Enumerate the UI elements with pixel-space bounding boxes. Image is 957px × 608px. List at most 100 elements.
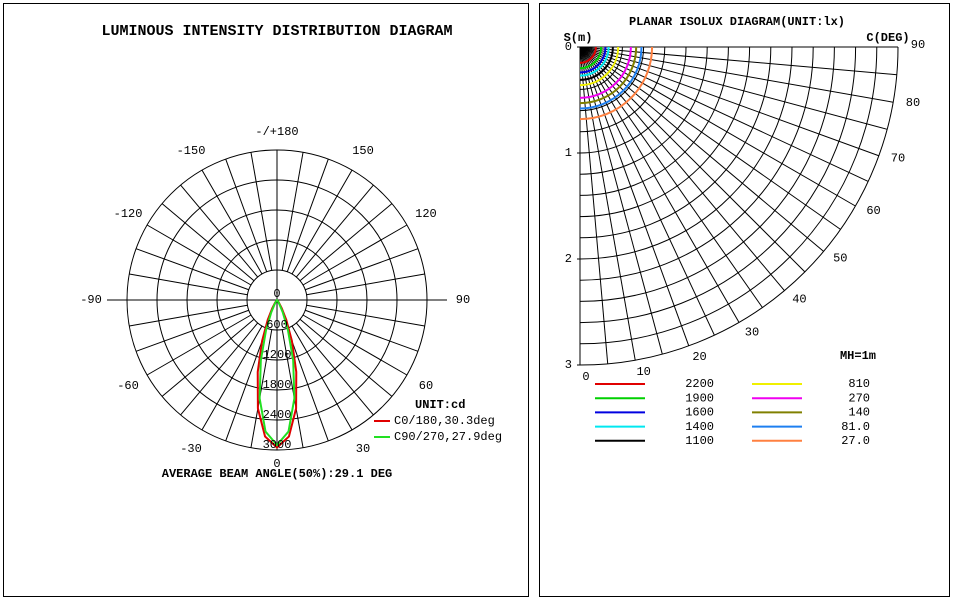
minor-spoke — [281, 152, 304, 271]
minor-spoke — [180, 184, 259, 278]
minor-spoke — [250, 329, 273, 448]
minor-spoke — [295, 322, 374, 416]
minor-spoke — [135, 309, 249, 352]
minor-spoke — [579, 46, 869, 182]
angle-tick-label: -150 — [177, 144, 206, 158]
grid-spoke — [579, 46, 856, 207]
legend-label: 2200 — [685, 377, 714, 391]
radial-tick-label: 3000 — [263, 438, 292, 452]
angle-tick-label: 10 — [636, 365, 650, 379]
isolux-contour — [579, 46, 620, 87]
left-panel — [3, 3, 529, 597]
minor-spoke — [579, 46, 715, 336]
minor-spoke — [579, 46, 888, 130]
legend-label: 81.0 — [841, 420, 870, 434]
isolux-contour — [579, 46, 607, 74]
minor-spoke — [250, 152, 273, 271]
angle-tick-label: 150 — [352, 144, 374, 158]
angle-tick-label: 0 — [273, 457, 280, 471]
minor-spoke — [201, 325, 263, 431]
y-axis-label: S(m) — [564, 31, 593, 45]
angle-axis-label: C(DEG) — [866, 31, 909, 45]
minor-spoke — [305, 248, 419, 291]
angle-tick-label: 40 — [792, 292, 806, 306]
angle-tick-label: -/+180 — [255, 125, 298, 139]
minor-spoke — [579, 46, 663, 355]
minor-spoke — [579, 46, 841, 230]
legend-label: 140 — [848, 406, 870, 420]
radial-tick-label: 1200 — [263, 348, 292, 362]
chart-title: LUMINOUS INTENSITY DISTRIBUTION DIAGRAM — [101, 23, 452, 40]
minor-spoke — [146, 224, 252, 286]
angle-tick-label: 70 — [891, 152, 905, 166]
grid-spoke — [579, 46, 824, 252]
grid-spoke — [579, 46, 636, 361]
legend-label: 27.0 — [841, 434, 870, 448]
angle-tick-label: 50 — [833, 252, 847, 266]
isolux-contour — [579, 46, 643, 110]
minor-spoke — [225, 158, 268, 272]
angle-tick-label: 60 — [866, 204, 880, 218]
angle-tick-label: -120 — [114, 207, 143, 221]
minor-spoke — [579, 46, 763, 308]
legend-label: 270 — [848, 391, 870, 405]
y-tick-label: 1 — [565, 146, 572, 160]
radial-tick-label: 1800 — [263, 378, 292, 392]
minor-spoke — [299, 318, 393, 397]
minor-spoke — [579, 46, 609, 364]
angle-tick-label: 30 — [356, 442, 370, 456]
minor-spoke — [306, 304, 425, 327]
isolux-contour — [579, 46, 603, 70]
minor-spoke — [146, 314, 252, 376]
minor-spoke — [299, 203, 393, 282]
minor-spoke — [180, 322, 259, 416]
minor-spoke — [306, 273, 425, 296]
radial-tick-label: 0 — [273, 287, 280, 301]
right-panel — [539, 3, 950, 597]
legend-label: 1600 — [685, 406, 714, 420]
minor-spoke — [129, 304, 248, 327]
minor-spoke — [161, 203, 255, 282]
intensity-curve — [258, 299, 296, 447]
angle-tick-label: 90 — [456, 293, 470, 307]
beam-angle-note: AVERAGE BEAM ANGLE(50%):29.1 DEG — [162, 467, 392, 481]
radial-tick-label: 2400 — [263, 408, 292, 422]
isolux-contour — [579, 46, 654, 121]
minor-spoke — [286, 158, 329, 272]
angle-tick-label: -30 — [180, 442, 202, 456]
angle-tick-label: 60 — [419, 379, 433, 393]
minor-spoke — [129, 273, 248, 296]
grid-spoke — [579, 46, 740, 323]
grid-spoke — [579, 46, 785, 291]
minor-spoke — [291, 325, 353, 431]
isolux-contour — [579, 46, 614, 81]
y-tick-label: 3 — [565, 358, 572, 372]
angle-tick-label: 120 — [415, 207, 437, 221]
minor-spoke — [286, 328, 329, 442]
grid-spoke — [579, 46, 690, 346]
legend-label: 1400 — [685, 420, 714, 434]
y-tick-label: 2 — [565, 252, 572, 266]
chart-title: PLANAR ISOLUX DIAGRAM(UNIT:lx) — [629, 15, 845, 29]
angle-tick-label: 0 — [582, 370, 589, 384]
minor-spoke — [201, 169, 263, 275]
minor-spoke — [302, 314, 408, 376]
isolux-contour — [579, 46, 610, 77]
angle-tick-label: 80 — [906, 96, 920, 110]
legend-label: C0/180,30.3deg — [394, 414, 495, 428]
legend-label: C90/270,27.9deg — [394, 430, 502, 444]
minor-spoke — [135, 248, 249, 291]
minor-spoke — [579, 46, 806, 273]
legend-label: 1900 — [685, 391, 714, 405]
minor-spoke — [295, 184, 374, 278]
grid-spoke — [579, 46, 879, 157]
angle-tick-label: 30 — [745, 326, 759, 340]
radial-tick-label: 600 — [266, 318, 288, 332]
minor-spoke — [281, 329, 304, 448]
grid-spoke — [579, 46, 894, 103]
mounting-height-note: MH=1m — [840, 349, 876, 363]
angle-tick-label: 20 — [692, 350, 706, 364]
isolux-contour — [579, 46, 638, 105]
minor-spoke — [302, 224, 408, 286]
